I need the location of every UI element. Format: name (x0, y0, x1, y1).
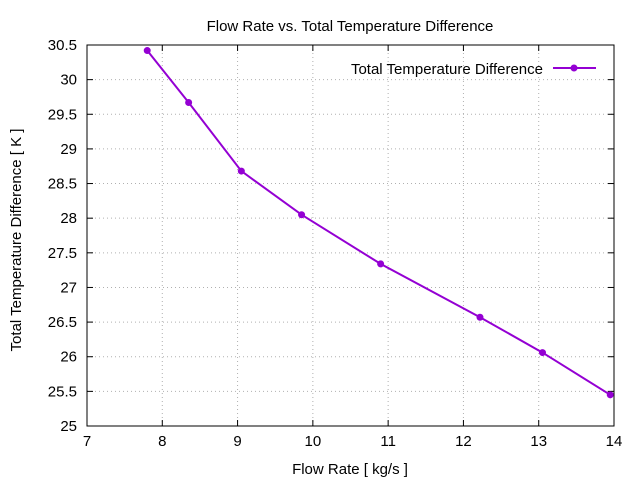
grid (87, 45, 614, 426)
data-point (606, 391, 614, 399)
data-point (185, 98, 193, 106)
y-tick-label: 29 (60, 141, 77, 158)
series-group (143, 47, 614, 399)
x-tick-label: 14 (606, 433, 623, 450)
x-tick-label: 8 (158, 433, 166, 450)
legend-label: Total Temperature Difference (351, 61, 543, 78)
data-point (476, 313, 484, 321)
x-tick-label: 7 (83, 433, 91, 450)
y-tick-label: 27.5 (48, 245, 77, 262)
x-axis-label: Flow Rate [ kg/s ] (292, 461, 408, 478)
x-tick-label: 13 (530, 433, 547, 450)
data-point (143, 47, 151, 55)
series-line (146, 49, 611, 396)
data-point (538, 349, 546, 357)
axis-ticks: 7 8 9 10 11 12 13 14 25 25.5 26 26.5 27 27.5 28 28.5 29 2… (48, 37, 623, 450)
data-point (237, 167, 245, 175)
x-tick-label: 9 (233, 433, 241, 450)
legend-marker (570, 64, 578, 72)
x-tick-label: 11 (380, 433, 396, 450)
chart-title: Flow Rate vs. Total Temperature Differen… (207, 18, 494, 35)
x-tick-label: 10 (305, 433, 322, 450)
y-tick-label: 28.5 (48, 176, 77, 193)
y-tick-label: 29.5 (48, 106, 77, 123)
y-axis-label: Total Temperature Difference [ K ] (8, 129, 25, 352)
y-tick-label: 30 (60, 72, 77, 89)
y-tick-label: 25.5 (48, 383, 77, 400)
y-tick-label: 27 (60, 279, 77, 296)
legend: Total Temperature Difference (351, 61, 596, 78)
y-tick-label: 30.5 (48, 37, 77, 54)
y-tick-label: 28 (60, 210, 77, 227)
y-tick-label: 25 (60, 418, 77, 435)
data-point (377, 260, 385, 268)
x-tick-label: 12 (455, 433, 472, 450)
plot-frame (86, 44, 615, 427)
y-tick-label: 26 (60, 349, 77, 366)
data-point (298, 211, 306, 219)
y-tick-label: 26.5 (48, 314, 77, 331)
